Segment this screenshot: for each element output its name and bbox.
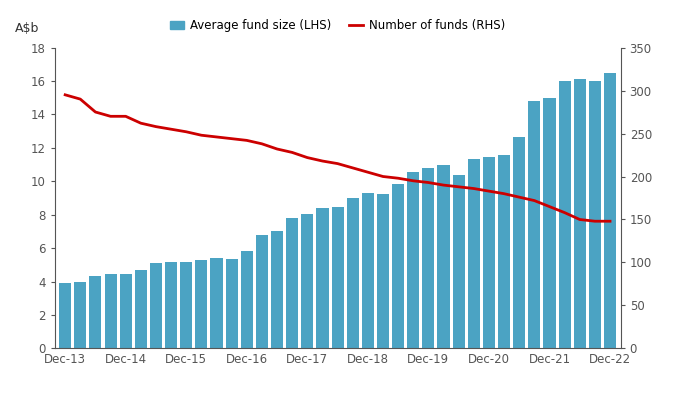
Bar [271,231,283,348]
Bar [559,81,571,348]
Bar [483,157,495,348]
Bar [468,159,480,348]
Bar [604,72,616,348]
Legend: Average fund size (LHS), Number of funds (RHS): Average fund size (LHS), Number of funds… [165,14,510,37]
Bar [529,101,540,348]
Bar [256,235,268,348]
Bar [513,137,525,348]
Bar [331,207,344,348]
Bar [362,193,374,348]
Bar [407,172,419,348]
Bar [104,274,117,348]
Text: A$b: A$b [15,23,40,36]
Bar [301,214,313,348]
Bar [150,263,162,348]
Bar [226,259,238,348]
Bar [211,258,222,348]
Bar [135,270,147,348]
Bar [59,283,71,348]
Bar [195,260,207,348]
Bar [453,175,464,348]
Bar [346,198,359,348]
Bar [165,261,177,348]
Bar [241,251,253,348]
Bar [377,194,389,348]
Bar [589,81,601,348]
Bar [180,261,192,348]
Bar [422,168,434,348]
Bar [286,218,298,348]
Bar [437,165,449,348]
Bar [392,184,404,348]
Bar [544,98,556,348]
Bar [316,208,329,348]
Bar [574,79,586,348]
Bar [498,154,510,348]
Bar [89,276,102,348]
Bar [119,274,132,348]
Bar [74,282,87,348]
